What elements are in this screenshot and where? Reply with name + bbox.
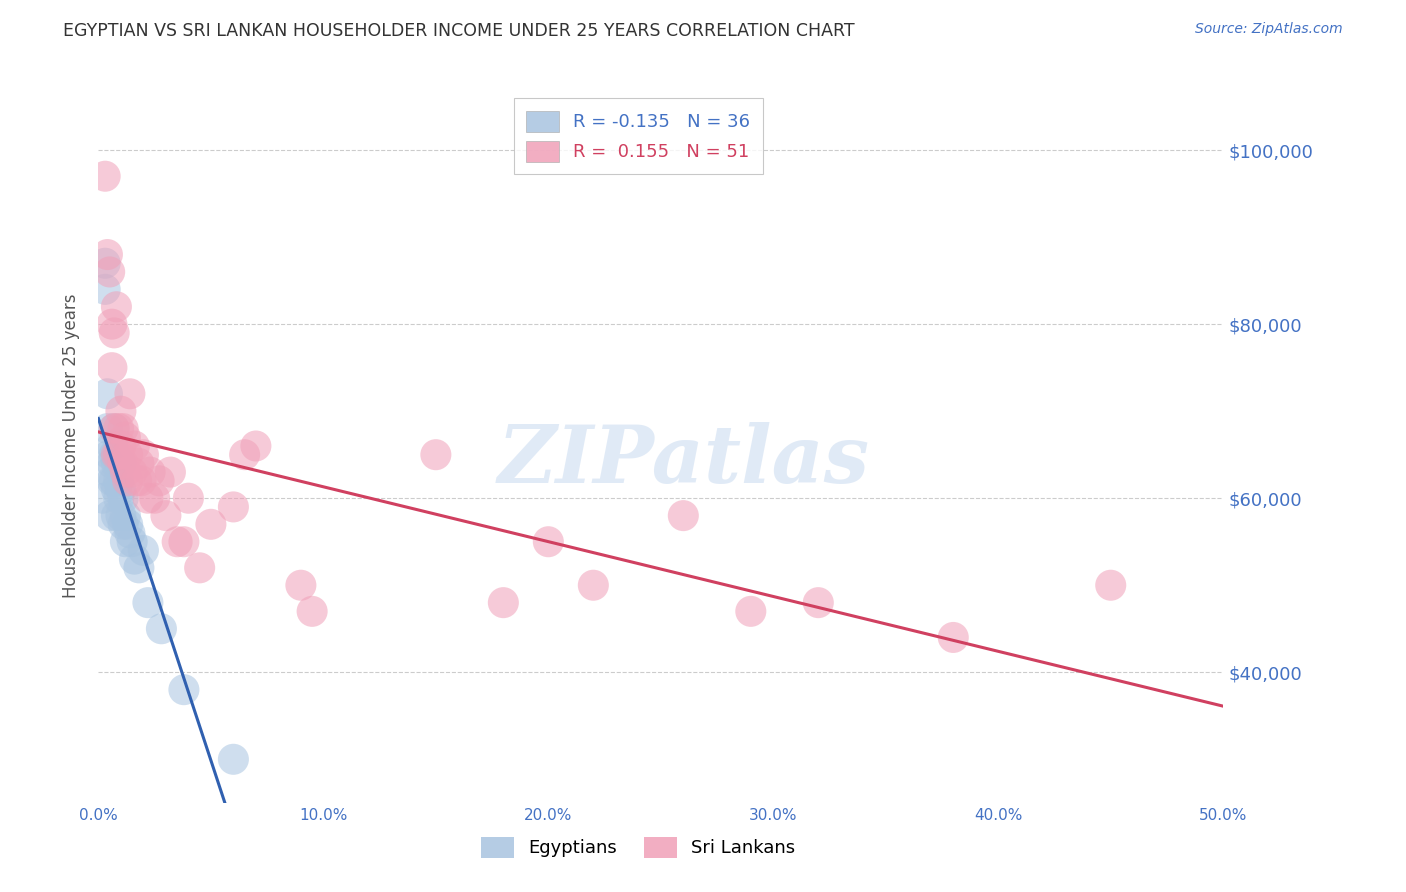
- Point: [150, 622, 173, 636]
- Point: [96, 386, 118, 401]
- Point: [96, 247, 118, 261]
- Point: [117, 474, 139, 488]
- Point: [143, 491, 166, 506]
- Point: [101, 474, 124, 488]
- Legend: Egyptians, Sri Lankans: Egyptians, Sri Lankans: [474, 830, 803, 865]
- Point: [222, 752, 245, 766]
- Point: [672, 508, 695, 523]
- Point: [139, 465, 162, 479]
- Point: [103, 326, 125, 340]
- Point: [159, 465, 181, 479]
- Point: [107, 421, 129, 435]
- Point: [807, 596, 830, 610]
- Point: [129, 474, 152, 488]
- Point: [121, 465, 143, 479]
- Point: [101, 317, 124, 331]
- Point: [425, 448, 447, 462]
- Point: [136, 491, 159, 506]
- Text: EGYPTIAN VS SRI LANKAN HOUSEHOLDER INCOME UNDER 25 YEARS CORRELATION CHART: EGYPTIAN VS SRI LANKAN HOUSEHOLDER INCOM…: [63, 22, 855, 40]
- Point: [942, 631, 965, 645]
- Point: [112, 457, 135, 471]
- Point: [124, 439, 146, 453]
- Point: [245, 439, 267, 453]
- Y-axis label: Householder Income Under 25 years: Householder Income Under 25 years: [62, 293, 80, 599]
- Point: [98, 448, 121, 462]
- Point: [91, 491, 114, 506]
- Point: [94, 169, 117, 184]
- Point: [188, 561, 211, 575]
- Point: [112, 421, 135, 435]
- Point: [103, 421, 125, 435]
- Point: [117, 448, 139, 462]
- Point: [582, 578, 605, 592]
- Point: [107, 448, 129, 462]
- Point: [148, 474, 170, 488]
- Point: [173, 534, 195, 549]
- Point: [112, 517, 135, 532]
- Point: [114, 508, 136, 523]
- Point: [110, 439, 132, 453]
- Point: [96, 421, 118, 435]
- Point: [124, 552, 146, 566]
- Point: [98, 265, 121, 279]
- Point: [117, 517, 139, 532]
- Point: [118, 386, 141, 401]
- Point: [132, 543, 155, 558]
- Point: [101, 360, 124, 375]
- Point: [101, 439, 124, 453]
- Point: [537, 534, 560, 549]
- Point: [98, 508, 121, 523]
- Point: [110, 483, 132, 497]
- Point: [136, 596, 159, 610]
- Point: [118, 526, 141, 541]
- Point: [492, 596, 515, 610]
- Point: [105, 483, 128, 497]
- Text: ZIPatlas: ZIPatlas: [498, 422, 869, 499]
- Point: [290, 578, 312, 592]
- Point: [155, 508, 177, 523]
- Point: [105, 508, 128, 523]
- Point: [103, 421, 125, 435]
- Point: [173, 682, 195, 697]
- Point: [125, 474, 148, 488]
- Point: [105, 448, 128, 462]
- Point: [103, 474, 125, 488]
- Text: Source: ZipAtlas.com: Source: ZipAtlas.com: [1195, 22, 1343, 37]
- Point: [114, 465, 136, 479]
- Point: [105, 300, 128, 314]
- Point: [98, 465, 121, 479]
- Point: [1099, 578, 1122, 592]
- Point: [740, 604, 762, 618]
- Point: [114, 534, 136, 549]
- Point: [233, 448, 256, 462]
- Point: [222, 500, 245, 514]
- Point: [107, 474, 129, 488]
- Point: [177, 491, 200, 506]
- Point: [121, 534, 143, 549]
- Point: [301, 604, 323, 618]
- Point: [200, 517, 222, 532]
- Point: [110, 404, 132, 418]
- Point: [94, 256, 117, 270]
- Point: [101, 457, 124, 471]
- Point: [128, 457, 150, 471]
- Point: [107, 491, 129, 506]
- Point: [105, 457, 128, 471]
- Point: [128, 561, 150, 575]
- Point: [110, 508, 132, 523]
- Point: [112, 491, 135, 506]
- Point: [110, 457, 132, 471]
- Point: [114, 430, 136, 444]
- Point: [132, 448, 155, 462]
- Point: [94, 282, 117, 296]
- Point: [166, 534, 188, 549]
- Point: [103, 448, 125, 462]
